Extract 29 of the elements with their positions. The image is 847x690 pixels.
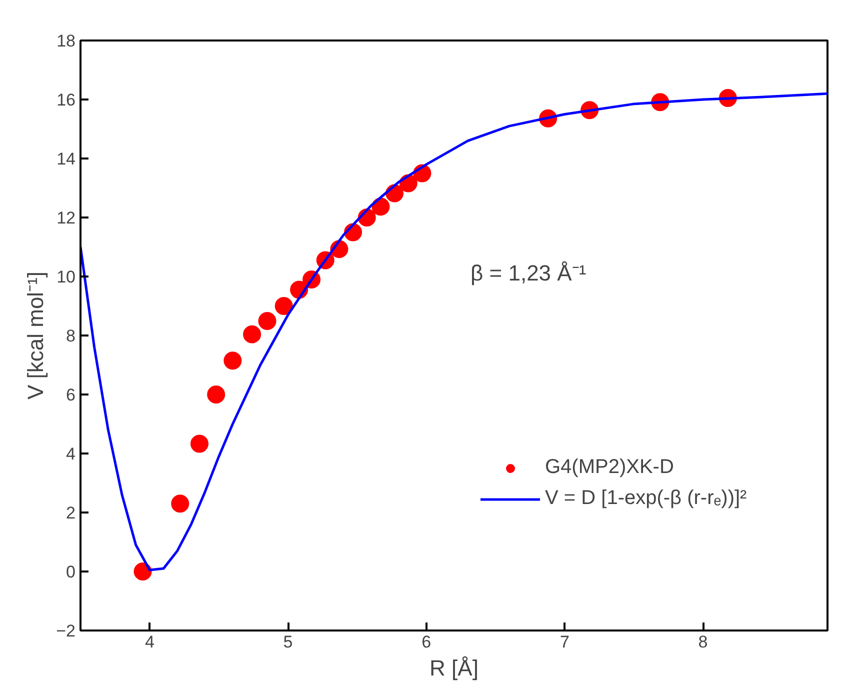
x-tick-label: 6 xyxy=(422,632,432,652)
y-tick-label: 0 xyxy=(66,562,76,582)
y-tick-label: 2 xyxy=(66,504,76,522)
x-tick-label: 4 xyxy=(144,632,154,652)
point xyxy=(243,325,262,344)
x-tick-label: 5 xyxy=(283,632,293,652)
point xyxy=(224,352,242,370)
y-axis-title: V [kcal mol⁻¹] xyxy=(23,271,48,400)
x-axis-title: R [Å] xyxy=(430,656,478,680)
x-tick-label: 7 xyxy=(560,632,570,652)
y-tick-label: 10 xyxy=(56,268,76,286)
point xyxy=(258,312,276,330)
y-tick-label: 4 xyxy=(66,444,76,464)
y-tick-label: 6 xyxy=(66,386,76,404)
y-tick-label: 14 xyxy=(56,150,76,168)
y-tick-label: 16 xyxy=(56,90,76,110)
point xyxy=(134,562,152,580)
y-tick-label: 12 xyxy=(56,208,76,228)
point xyxy=(190,434,208,453)
x-tick-label: 8 xyxy=(698,632,708,652)
legend-label: G4(MP2)XK-D xyxy=(545,456,674,479)
point xyxy=(207,386,226,404)
point xyxy=(171,494,190,513)
point xyxy=(274,297,293,315)
y-tick-label: 18 xyxy=(56,32,76,50)
y-tick-label: −2 xyxy=(56,622,76,640)
legend-label: V = D [1-exp(-β (r-rₑ))]² xyxy=(545,487,747,510)
y-tick-label: 8 xyxy=(66,326,76,346)
annotation: β = 1,23 Å⁻¹ xyxy=(470,260,586,286)
